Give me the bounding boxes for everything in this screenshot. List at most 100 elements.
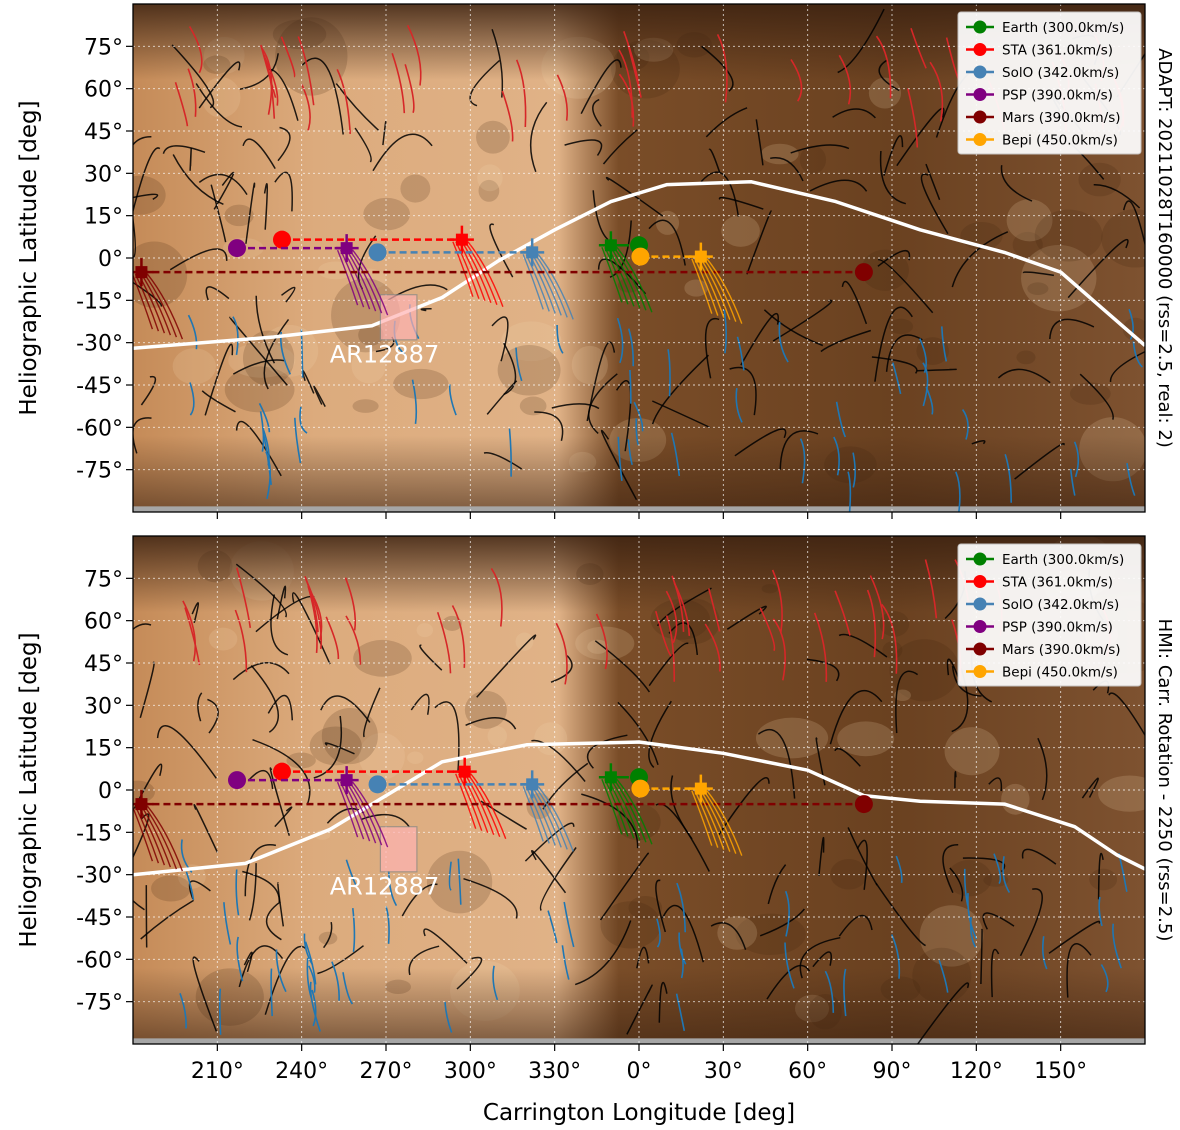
footpoint-field-line (534, 785, 568, 850)
footpoint-field-line (455, 241, 480, 299)
open-field-line-negative (547, 910, 558, 944)
footpoint-marker-psp (340, 774, 353, 787)
closed-field-line (704, 317, 720, 379)
footpoint-field-line (346, 249, 377, 312)
closed-field-line (599, 852, 649, 921)
open-field-line-negative (667, 349, 671, 397)
closed-field-line (837, 8, 885, 74)
closed-field-line (617, 701, 659, 766)
open-field-line-negative (259, 411, 265, 452)
closed-field-line (156, 725, 217, 779)
open-field-line-negative (925, 386, 934, 415)
closed-field-line (171, 44, 215, 109)
y-axis-label: Heliographic Latitude [deg] (16, 100, 42, 415)
x-tick-label: 60° (788, 1059, 827, 1084)
open-field-line-negative (1132, 341, 1143, 368)
closed-field-line (133, 135, 152, 147)
closed-field-line (265, 901, 282, 941)
open-field-line-negative (617, 436, 623, 481)
footpoint-field-line (346, 781, 377, 844)
closed-field-line (204, 343, 234, 416)
open-field-line-negative (492, 965, 499, 1001)
open-field-line-positive (910, 28, 927, 69)
closed-field-line (648, 642, 689, 687)
closed-field-line (301, 57, 344, 135)
closed-field-line (469, 59, 500, 107)
open-field-line-positive (866, 589, 877, 658)
open-field-line-negative (635, 418, 640, 446)
open-field-line-negative (236, 936, 244, 982)
open-field-line-negative (1042, 936, 1048, 970)
x-tick-label: 210° (191, 1059, 244, 1084)
closed-field-line (841, 280, 868, 325)
open-field-line-positive (673, 582, 691, 636)
footpoint-field-line (613, 778, 647, 843)
closed-field-line (587, 734, 628, 769)
active-region-label: AR12887 (330, 872, 439, 900)
footpoint-field-line (134, 805, 160, 864)
closed-field-line (354, 127, 372, 163)
open-field-line-negative (833, 436, 840, 476)
closed-field-line (875, 882, 926, 947)
open-field-line-negative (187, 314, 198, 350)
open-field-line-negative (218, 988, 222, 1035)
footpoint-field-line (604, 778, 629, 837)
y-tick-label: -15° (76, 289, 123, 314)
closed-field-line (133, 813, 150, 859)
closed-field-line (1093, 184, 1141, 209)
legend-label: Earth (300.0km/s) (1002, 552, 1124, 568)
closed-field-line (232, 359, 285, 375)
active-region-box (379, 826, 418, 873)
open-field-line-negative (735, 387, 743, 423)
closed-field-line (896, 107, 945, 167)
open-field-line-positive (188, 26, 203, 74)
closed-field-line (239, 53, 279, 90)
closed-field-line (267, 694, 294, 721)
legend: Earth (300.0km/s) STA (361.0km/s) SolO (34… (957, 543, 1142, 687)
closed-field-line (1108, 692, 1145, 737)
closed-field-line (701, 45, 734, 92)
open-field-line-positive (501, 90, 514, 142)
open-field-line-negative (294, 417, 302, 464)
footpoint-field-line (613, 246, 647, 311)
open-field-line-positive (261, 47, 273, 115)
footpoint-field-line (339, 249, 365, 308)
closed-field-line (838, 633, 888, 658)
open-field-line-positive (929, 61, 944, 122)
legend-marker (973, 43, 987, 56)
y-tick-label: 0° (98, 779, 123, 804)
closed-field-line (201, 390, 236, 413)
closed-field-line (1097, 852, 1104, 900)
closed-field-line (193, 803, 219, 853)
open-field-line-negative (1126, 462, 1136, 496)
closed-field-line (238, 945, 284, 988)
open-field-line-positive (184, 607, 201, 666)
closed-field-line (1067, 238, 1129, 299)
y-tick-label: 30° (84, 694, 123, 719)
closed-field-line (602, 129, 638, 165)
panel-bottom: AR12887 75° 60° 45° 30° 15° 0° -15° -30° -45° -60°… (16, 535, 1175, 1084)
open-field-line-negative (627, 328, 635, 367)
open-field-line-negative (784, 890, 790, 937)
open-field-line-positive (924, 559, 938, 619)
closed-field-line (243, 951, 253, 973)
legend-item-earth: Earth (300.0km/s) (966, 552, 1124, 568)
closed-field-line (874, 306, 913, 382)
y-tick-label: 75° (84, 567, 123, 592)
open-field-line-positive (174, 81, 189, 127)
open-field-line-negative (941, 326, 948, 362)
footpoint-field-line (534, 253, 568, 318)
open-field-line-negative (561, 945, 570, 980)
closed-field-line (434, 701, 460, 772)
footpoint-field-line (146, 273, 184, 340)
closed-field-line (1122, 200, 1145, 248)
open-field-line-negative (922, 362, 929, 407)
closed-field-line (708, 148, 721, 173)
open-field-line-negative (1002, 856, 1011, 893)
footpoint-field-line (352, 781, 389, 848)
closed-field-line (401, 883, 438, 917)
closed-field-line (920, 173, 949, 235)
marker-solo (368, 243, 387, 262)
open-field-line-negative (843, 968, 847, 1017)
